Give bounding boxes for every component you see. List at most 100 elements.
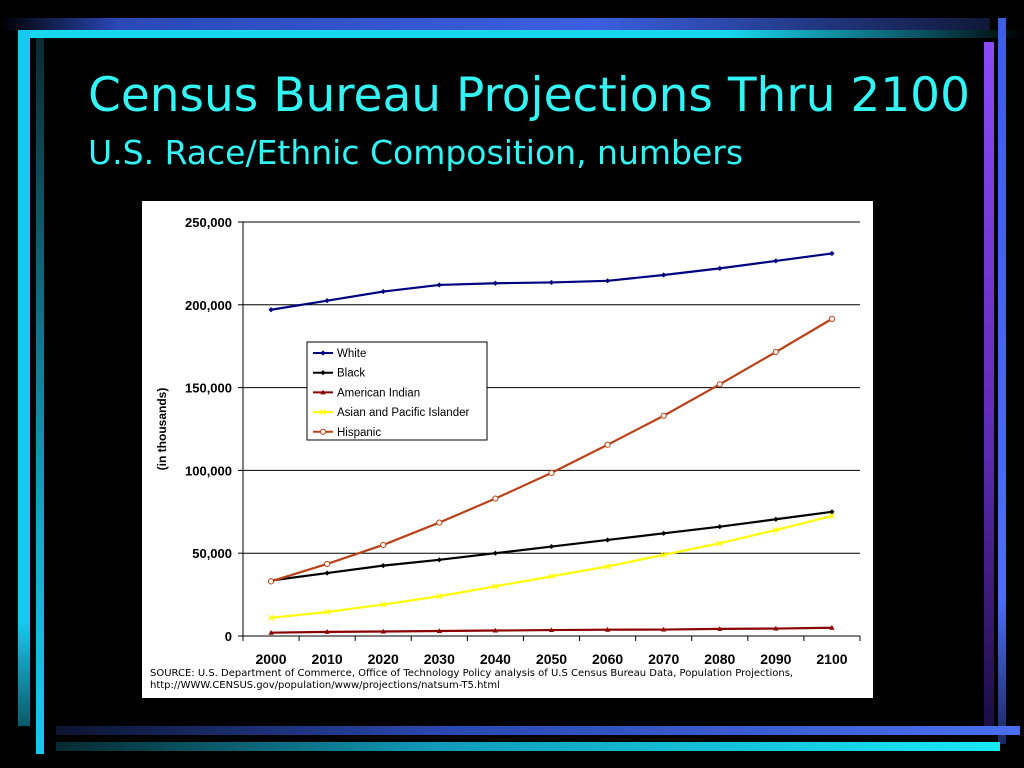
data-point-white	[829, 250, 835, 257]
left-border-dark	[36, 38, 44, 754]
data-point-hispanic	[772, 348, 779, 356]
bottom-border-cyan	[56, 742, 1000, 751]
legend-label: White	[337, 348, 366, 360]
data-point-hispanic	[604, 441, 611, 448]
x-tick-label: 2060	[592, 651, 623, 667]
legend-marker	[320, 409, 326, 416]
legend-item: American Indian	[313, 387, 420, 399]
legend-item: Black	[313, 368, 365, 380]
data-point-white	[436, 282, 442, 288]
data-point-american-indian	[661, 626, 667, 632]
data-point-white	[492, 280, 499, 286]
source-line-2: http://WWW.CENSUS.gov/population/www/pro…	[150, 680, 500, 691]
data-point-black	[492, 550, 499, 556]
data-point-hispanic	[660, 412, 667, 419]
series-white	[268, 250, 835, 313]
slide-title: Census Bureau Projections Thru 2100	[88, 68, 970, 123]
data-point-asian-and-pacific-islander	[268, 614, 274, 621]
data-point-asian-and-pacific-islander	[604, 563, 611, 570]
source-line-1: SOURCE: U.S. Department of Commerce, Off…	[150, 668, 794, 679]
data-point-american-indian	[548, 627, 555, 633]
x-tick-label: 2040	[480, 651, 511, 667]
data-point-hispanic	[267, 578, 275, 585]
data-point-white	[548, 279, 555, 286]
legend-label: Black	[337, 368, 365, 380]
legend: White Black American Indian Asian and Pacif…	[306, 341, 488, 441]
data-point-black	[324, 570, 330, 576]
y-tick-label: 50,000	[192, 546, 232, 561]
data-point-asian-and-pacific-islander	[772, 527, 779, 533]
x-tick-label: 2080	[704, 651, 735, 667]
data-point-black	[548, 543, 555, 550]
series-asian-and-pacific-islander	[268, 513, 835, 621]
left-border-cyan	[18, 30, 30, 726]
legend-label: American Indian	[337, 387, 420, 399]
data-point-hispanic	[828, 315, 836, 322]
line-chart: 0 50,000 100,000 150,000 200,000 250,000 2000 2…	[155, 215, 861, 667]
y-tick-label: 0	[225, 629, 232, 644]
series-hispanic	[267, 315, 836, 585]
series-black	[268, 509, 835, 584]
data-point-asian-and-pacific-islander	[660, 551, 667, 558]
data-point-black	[380, 563, 386, 569]
chart-panel: 0 50,000 100,000 150,000 200,000 250,000 2000 2…	[142, 201, 873, 698]
data-point-black	[773, 516, 779, 522]
y-tick-label: 250,000	[185, 215, 232, 230]
right-border-blue	[998, 18, 1006, 744]
data-point-american-indian	[492, 627, 499, 633]
data-point-hispanic	[548, 469, 555, 476]
legend-item: Hispanic	[313, 427, 381, 439]
data-point-asian-and-pacific-islander	[492, 583, 499, 590]
legend-marker	[320, 389, 326, 395]
x-tick-label: 2000	[255, 651, 286, 667]
legend-label: Asian and Pacific Islander	[337, 407, 469, 419]
data-point-asian-and-pacific-islander	[716, 540, 723, 547]
slide-subtitle: U.S. Race/Ethnic Composition, numbers	[88, 133, 744, 172]
data-point-american-indian	[829, 624, 835, 630]
right-border-purple	[984, 42, 994, 732]
data-point-american-indian	[324, 629, 330, 634]
data-point-white	[324, 298, 330, 304]
data-point-black	[829, 509, 835, 515]
y-tick-label: 100,000	[185, 463, 232, 478]
data-point-white	[268, 307, 274, 313]
x-tick-label: 2090	[760, 651, 791, 667]
data-point-black	[661, 530, 667, 536]
data-point-asian-and-pacific-islander	[436, 593, 443, 600]
data-point-american-indian	[436, 628, 442, 634]
data-point-american-indian	[717, 626, 723, 631]
bottom-border-blue	[56, 726, 1020, 735]
data-point-black	[436, 557, 442, 563]
legend-item: Asian and Pacific Islander	[313, 407, 469, 419]
x-tick-label: 2010	[312, 651, 343, 667]
data-point-american-indian	[604, 626, 611, 632]
legend-item: White	[313, 348, 366, 360]
data-point-hispanic	[324, 560, 331, 568]
data-point-black	[604, 537, 611, 543]
y-tick-label: 200,000	[185, 298, 232, 313]
x-tick-label: 2050	[536, 651, 567, 667]
x-tick-label: 2100	[816, 651, 847, 667]
x-tick-label: 2020	[368, 651, 399, 667]
data-point-white	[717, 265, 723, 271]
legend-marker	[320, 370, 326, 376]
data-point-hispanic	[716, 381, 723, 388]
legend-label: Hispanic	[337, 427, 381, 439]
legend-box	[306, 341, 488, 441]
data-point-american-indian	[380, 628, 386, 634]
source-note: SOURCE: U.S. Department of Commerce, Off…	[150, 668, 866, 692]
data-point-hispanic	[436, 519, 443, 526]
x-tick-label: 2070	[648, 651, 679, 667]
y-axis-title: (in thousands)	[155, 388, 169, 471]
data-point-asian-and-pacific-islander	[829, 513, 835, 519]
data-point-hispanic	[492, 495, 499, 502]
series-american-indian	[268, 624, 835, 635]
data-point-asian-and-pacific-islander	[548, 573, 555, 580]
data-point-american-indian	[773, 625, 779, 631]
x-tick-label: 2030	[424, 651, 455, 667]
top-border-cyan	[30, 30, 1024, 38]
data-point-white	[773, 258, 779, 264]
data-point-asian-and-pacific-islander	[380, 601, 387, 608]
data-point-white	[661, 272, 667, 278]
data-point-american-indian	[268, 629, 274, 635]
